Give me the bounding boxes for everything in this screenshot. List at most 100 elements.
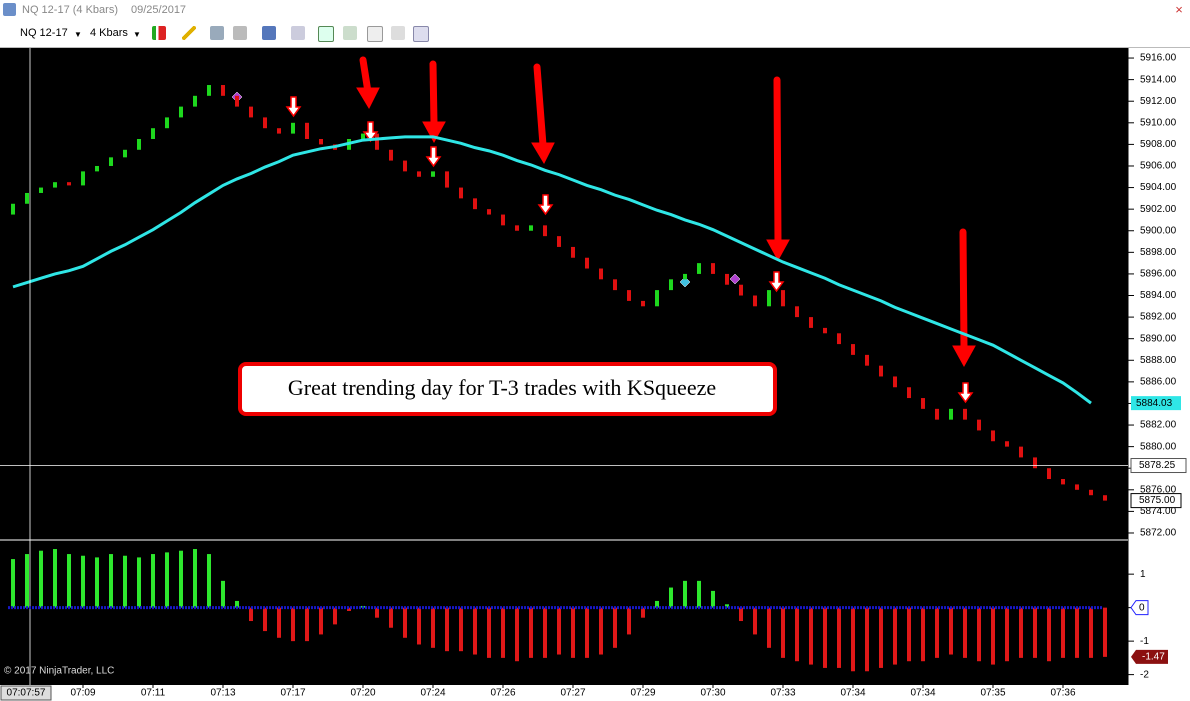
big-arrow <box>959 228 968 352</box>
candle <box>1047 468 1051 480</box>
panel-button[interactable] <box>413 26 429 42</box>
histogram-bar <box>935 607 939 658</box>
histogram-bar <box>557 607 561 655</box>
instrument-selector[interactable]: NQ 12-17 <box>20 27 68 39</box>
y-tick-label: 5886.00 <box>1140 377 1177 388</box>
histogram-bar <box>39 550 43 608</box>
big-arrow-head <box>766 239 790 262</box>
histogram-bar <box>921 607 925 662</box>
x-tick-label: 07:11 <box>141 688 166 699</box>
candle <box>53 182 57 188</box>
tool-button[interactable] <box>233 26 247 40</box>
crosshair-price-box <box>1130 458 1187 474</box>
candle <box>683 273 687 280</box>
y-tick-label: 5904.00 <box>1140 182 1177 193</box>
signal-arrow <box>537 194 554 216</box>
histogram-bar <box>613 607 617 648</box>
candle <box>949 408 953 420</box>
candle <box>207 85 211 96</box>
candle <box>109 157 113 166</box>
panel-button[interactable] <box>367 26 383 42</box>
tool-button[interactable] <box>210 26 224 40</box>
big-arrow-head <box>422 121 446 144</box>
histogram-bar <box>263 607 267 632</box>
x-tick-label: 07:29 <box>630 688 655 699</box>
candle <box>879 365 883 377</box>
crosshair-button[interactable] <box>262 26 276 40</box>
candle <box>935 408 939 420</box>
candle <box>697 263 701 274</box>
candle <box>991 430 995 442</box>
candle <box>655 290 659 307</box>
crosshair-price: 5878.25 <box>1139 460 1176 471</box>
panel-button[interactable] <box>391 26 405 40</box>
histogram-bar <box>123 555 127 608</box>
histogram-bar <box>431 607 435 648</box>
candle <box>277 128 281 134</box>
histogram-bar <box>53 549 57 608</box>
ma-value-label: 5884.03 <box>1136 398 1173 409</box>
histogram-bar <box>1047 607 1051 662</box>
candle <box>417 171 421 177</box>
histogram-bar <box>1005 607 1009 662</box>
candle <box>11 203 15 215</box>
candle <box>305 122 309 139</box>
candle <box>179 106 183 118</box>
candle <box>795 306 799 318</box>
histogram-bar <box>291 607 295 642</box>
histogram-bar <box>585 607 589 658</box>
histogram-bar <box>67 554 71 608</box>
panel-button[interactable] <box>318 26 334 42</box>
histogram-bar <box>767 607 771 648</box>
x-tick-label: 07:27 <box>560 688 585 699</box>
histogram-bar <box>949 607 953 655</box>
dropdown-caret[interactable]: ▼ <box>74 30 82 39</box>
zoom-button[interactable] <box>291 26 305 40</box>
x-tick-label: 07:24 <box>420 688 445 699</box>
histogram-bar <box>781 607 785 658</box>
candle <box>95 165 99 172</box>
candle <box>263 117 267 129</box>
period-selector[interactable]: 4 Kbars <box>90 27 128 39</box>
candle <box>641 300 645 307</box>
candle <box>1061 479 1065 485</box>
close-button[interactable]: × <box>1175 2 1183 17</box>
dropdown-caret[interactable]: ▼ <box>133 30 141 39</box>
y-tick-label: 5914.00 <box>1140 74 1177 85</box>
x-tick-label: 07:33 <box>770 688 795 699</box>
y-tick-label: 5880.00 <box>1140 441 1177 452</box>
ma-value-box <box>1131 396 1181 411</box>
x-tick-label: 07:34 <box>840 688 865 699</box>
y-tick-label: 5916.00 <box>1140 53 1177 64</box>
candle <box>67 182 71 186</box>
histogram-bar <box>753 607 757 635</box>
histogram-bar <box>165 552 169 608</box>
candle <box>221 85 225 96</box>
candle <box>753 295 757 307</box>
big-arrow-head <box>531 142 555 165</box>
histogram-bar <box>515 607 519 662</box>
histogram-bar <box>403 607 407 638</box>
histogram-bar <box>991 607 995 665</box>
draw-button[interactable] <box>182 26 196 40</box>
chart: Great trending day for T-3 trades with K… <box>0 48 1190 701</box>
panel-button[interactable] <box>343 26 357 40</box>
histogram-bar <box>1061 607 1065 658</box>
histogram-bar <box>473 607 477 655</box>
bar-style-button[interactable] <box>152 26 166 40</box>
histogram-bar <box>1089 607 1093 658</box>
candle <box>1019 446 1023 458</box>
histogram-bar <box>417 607 421 645</box>
candle <box>557 236 561 247</box>
title-bar: NQ 12-17 (4 Kbars) 09/25/2017 × <box>0 0 1190 20</box>
y-tick-label: 5902.00 <box>1140 204 1177 215</box>
histogram-bar <box>221 580 225 608</box>
signal-arrow <box>362 121 379 143</box>
window-title: NQ 12-17 (4 Kbars) <box>22 4 118 16</box>
signal-arrows <box>285 96 974 404</box>
histogram-bar <box>837 607 841 668</box>
candle <box>711 263 715 274</box>
y-tick-label: 5874.00 <box>1140 506 1177 517</box>
candle <box>361 133 365 139</box>
histogram-bar <box>641 607 645 618</box>
